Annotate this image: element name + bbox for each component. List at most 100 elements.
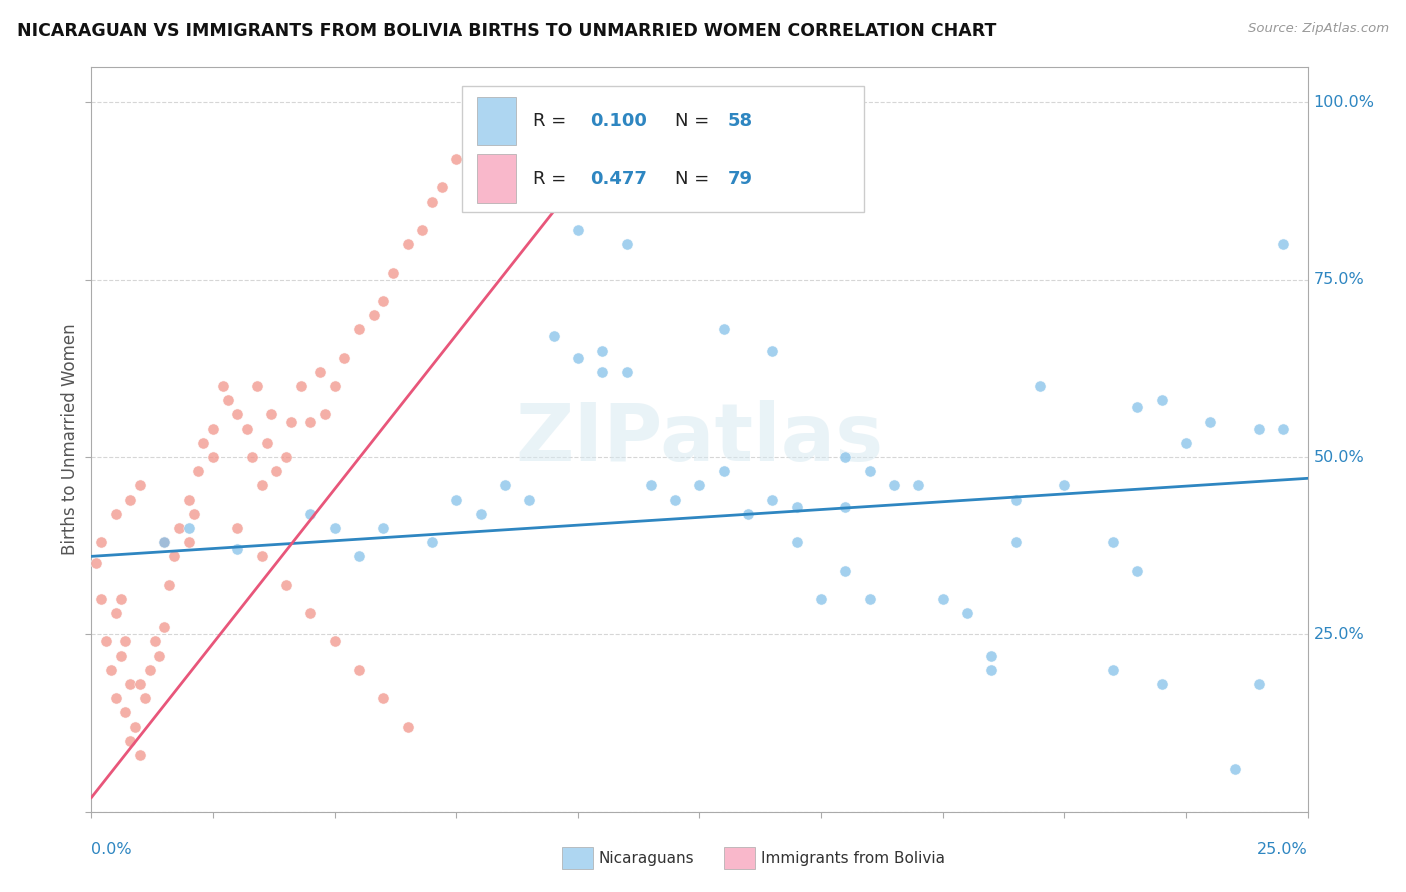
Point (373, 521, 395, 535)
Point (931, 591, 953, 606)
Point (177, 535, 200, 549)
Point (373, 293, 395, 308)
Point (274, 450, 297, 464)
Point (761, 492, 783, 507)
Point (347, 663, 370, 677)
Point (1223, 762, 1246, 776)
Point (411, 223, 433, 237)
Point (810, 591, 832, 606)
Point (187, 464, 209, 478)
Point (1126, 401, 1149, 415)
FancyBboxPatch shape (463, 86, 863, 212)
Point (323, 634, 346, 648)
Point (616, 365, 638, 379)
Point (567, 95, 589, 110)
Point (323, 379, 346, 393)
Point (104, 691, 127, 706)
Point (94, 634, 117, 648)
Point (713, 464, 735, 478)
Point (236, 422, 259, 436)
Point (100, 663, 122, 677)
Point (163, 549, 186, 564)
Point (129, 478, 152, 492)
Point (299, 415, 322, 429)
Point (460, 124, 482, 138)
Point (517, 492, 540, 507)
Point (114, 706, 136, 720)
Point (129, 677, 152, 691)
Point (616, 237, 638, 252)
Point (1053, 478, 1076, 492)
Point (382, 266, 405, 280)
Point (246, 379, 269, 393)
Text: 25.0%: 25.0% (1313, 627, 1364, 642)
Y-axis label: Births to Unmarried Women: Births to Unmarried Women (60, 324, 79, 555)
Point (110, 648, 132, 663)
Point (1102, 663, 1125, 677)
FancyBboxPatch shape (477, 97, 516, 145)
Point (250, 549, 273, 564)
Point (420, 535, 443, 549)
Point (309, 365, 332, 379)
Point (153, 535, 176, 549)
Point (980, 648, 1002, 663)
Point (299, 507, 322, 521)
Point (120, 492, 142, 507)
Point (280, 415, 302, 429)
Text: R =: R = (533, 112, 572, 130)
Point (1272, 237, 1295, 252)
Point (183, 507, 205, 521)
Text: 0.0%: 0.0% (91, 841, 132, 856)
Point (1175, 435, 1198, 450)
Point (134, 691, 156, 706)
Point (104, 606, 127, 620)
Point (859, 591, 882, 606)
Point (1004, 492, 1026, 507)
Point (120, 677, 142, 691)
Point (470, 95, 492, 110)
Point (373, 691, 395, 706)
Text: R =: R = (533, 169, 572, 187)
Point (508, 95, 530, 110)
Point (114, 634, 136, 648)
Point (664, 492, 686, 507)
Point (420, 194, 443, 209)
Point (256, 435, 278, 450)
Point (543, 329, 565, 343)
Text: 58: 58 (727, 112, 752, 130)
Point (226, 521, 249, 535)
Point (567, 223, 589, 237)
Text: N =: N = (675, 112, 716, 130)
Point (956, 606, 979, 620)
Text: 79: 79 (727, 169, 752, 187)
Text: N =: N = (675, 169, 716, 187)
Text: Source: ZipAtlas.com: Source: ZipAtlas.com (1249, 22, 1389, 36)
Point (104, 507, 127, 521)
Point (761, 343, 783, 358)
Point (1126, 564, 1149, 578)
Point (907, 478, 929, 492)
Point (883, 478, 905, 492)
Point (139, 663, 162, 677)
Point (591, 343, 613, 358)
Point (153, 535, 176, 549)
Point (1247, 677, 1270, 691)
FancyBboxPatch shape (477, 154, 516, 202)
Point (323, 521, 346, 535)
Point (470, 507, 492, 521)
Text: 75.0%: 75.0% (1313, 272, 1364, 287)
Text: ZIPatlas: ZIPatlas (516, 401, 883, 478)
Point (217, 393, 239, 408)
Point (494, 478, 516, 492)
Point (250, 478, 273, 492)
Point (260, 408, 283, 422)
Point (396, 720, 419, 734)
Text: 25.0%: 25.0% (1257, 841, 1308, 856)
Point (193, 435, 215, 450)
Point (1004, 535, 1026, 549)
Point (363, 308, 385, 322)
Point (543, 95, 565, 110)
Point (143, 634, 166, 648)
Point (640, 478, 662, 492)
Point (274, 578, 297, 592)
